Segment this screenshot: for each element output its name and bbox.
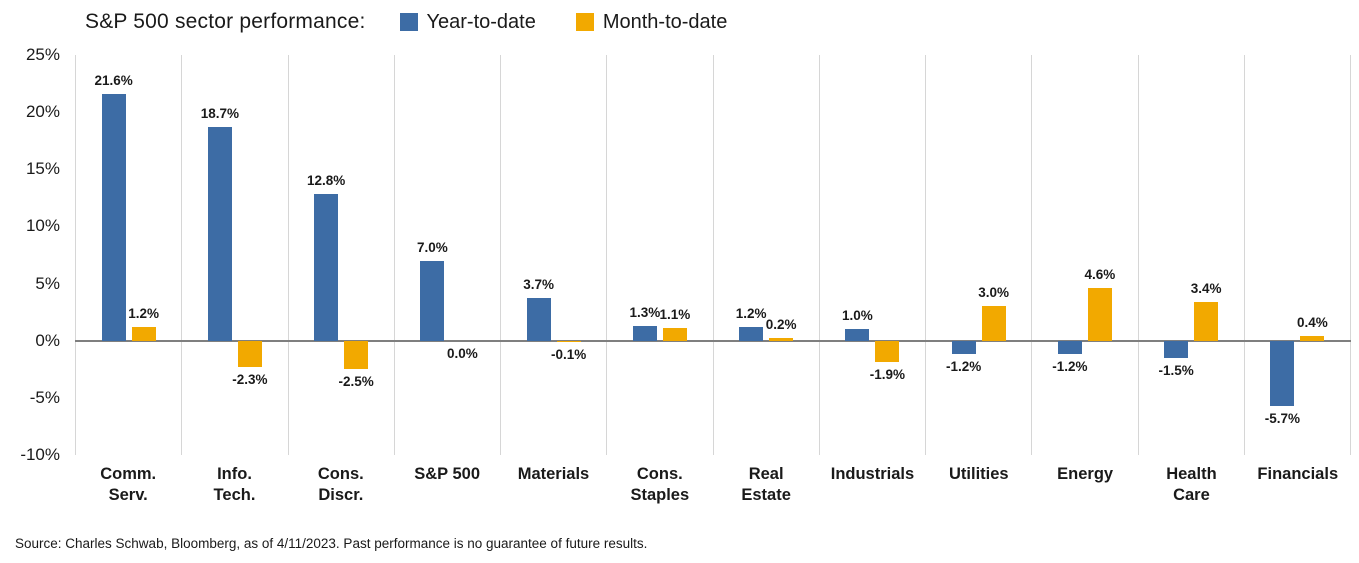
- mtd-bar: [131, 327, 156, 341]
- ytd-bar: [1164, 340, 1189, 358]
- ytd-bar: [526, 298, 551, 341]
- bar-value-label: 3.4%: [1190, 280, 1222, 296]
- y-tick-label: 15%: [25, 159, 60, 179]
- mtd-bar: [344, 340, 369, 370]
- bar-value-label: 0.0%: [446, 345, 478, 361]
- ytd-bar: [207, 127, 232, 341]
- bar-value-label: -1.2%: [1052, 359, 1088, 375]
- legend-swatch-mtd-icon: [575, 13, 594, 31]
- ytd-bar: [1270, 340, 1295, 406]
- ytd-bar: [1057, 340, 1082, 355]
- category-column: -1.5% 3.4%: [1139, 55, 1245, 455]
- mtd-bar: [875, 340, 900, 363]
- category-column: 1.3% 1.1%: [607, 55, 714, 455]
- chart-header: S&P 500 sector performance: Year-to-date…: [85, 10, 727, 34]
- bar-value-label: 18.7%: [200, 106, 240, 121]
- category-label: Industrials: [830, 465, 915, 483]
- mtd-bar: [1300, 336, 1325, 341]
- mtd-bar: [769, 338, 794, 341]
- bar-value-label: -1.9%: [869, 367, 906, 383]
- y-tick-label: 10%: [25, 216, 60, 236]
- mtd-bar: [556, 340, 581, 342]
- legend-label-ytd: Year-to-date: [426, 10, 536, 33]
- bar-value-label: 4.6%: [1084, 267, 1116, 283]
- mtd-bar: [662, 328, 687, 341]
- legend-item-ytd: Year-to-date: [399, 10, 536, 34]
- bar-value-label: 12.8%: [306, 173, 346, 189]
- bar-value-label: -5.7%: [1264, 410, 1301, 426]
- bar-value-label: 0.4%: [1296, 315, 1328, 331]
- legend-label-mtd: Month-to-date: [602, 10, 728, 33]
- ytd-bar: [314, 194, 339, 341]
- bar-value-label: -2.5%: [338, 374, 374, 390]
- ytd-bar: [101, 93, 126, 341]
- bar-value-label: 1.2%: [128, 306, 160, 321]
- category-label: Materials: [517, 465, 590, 483]
- x-axis-category-labels: Comm. Serv. Info. Tech. Cons. Discr. S&P 50…: [75, 464, 1351, 507]
- category-label: Cons. Discr.: [317, 465, 364, 505]
- chart-columns: 21.6% 1.2% 18.7% -2.3% 12.8% -2.5% 7.0% 0.0% 3.7…: [75, 55, 1351, 455]
- y-tick-label: 20%: [25, 102, 60, 122]
- mtd-bar: [237, 340, 262, 367]
- category-column: -1.2% 3.0%: [926, 55, 1033, 455]
- category-column: 7.0% 0.0%: [395, 55, 501, 455]
- bar-value-label: -1.2%: [945, 359, 982, 375]
- category-column: 1.0% -1.9%: [820, 55, 926, 455]
- bar-value-label: 1.2%: [735, 306, 767, 321]
- category-column: 1.2% 0.2%: [714, 55, 820, 455]
- bar-value-label: 1.3%: [629, 304, 661, 320]
- mtd-bar: [1194, 301, 1219, 341]
- category-label: S&P 500: [414, 465, 481, 483]
- y-tick-label: 0%: [35, 330, 60, 350]
- ytd-bar: [420, 260, 445, 341]
- category-column: 3.7% -0.1%: [501, 55, 608, 455]
- chart-title: S&P 500 sector performance:: [85, 10, 366, 33]
- bar-value-label: 7.0%: [416, 239, 448, 255]
- bar-value-label: -1.5%: [1158, 362, 1194, 378]
- bar-value-label: 3.0%: [978, 285, 1010, 301]
- ytd-bar: [739, 327, 764, 341]
- category-label: Info. Tech.: [213, 465, 256, 505]
- bar-value-label: -2.3%: [232, 372, 268, 387]
- bar-value-label: 3.7%: [523, 277, 555, 293]
- ytd-bar: [632, 325, 657, 341]
- legend-item-mtd: Month-to-date: [575, 10, 728, 34]
- category-label: Financials: [1257, 465, 1339, 483]
- y-tick-label: -10%: [20, 445, 60, 464]
- mtd-bar: [1087, 288, 1112, 341]
- legend: Year-to-date Month-to-date: [399, 10, 728, 34]
- category-label: Comm. Serv.: [100, 465, 157, 505]
- category-column: 21.6% 1.2%: [75, 55, 183, 455]
- source-note: Source: Charles Schwab, Bloomberg, as of…: [15, 536, 648, 551]
- bar-value-label: -0.1%: [550, 346, 587, 362]
- y-tick-label: 25%: [25, 45, 60, 64]
- category-label: Real Estate: [741, 465, 791, 505]
- legend-swatch-ytd-icon: [399, 13, 418, 31]
- y-axis-labels: 25% 20% 15% 10% 5% 0% -5% -10%: [0, 46, 66, 464]
- category-label: Energy: [1057, 465, 1114, 483]
- ytd-bar: [845, 329, 870, 341]
- bar-value-label: 21.6%: [94, 72, 133, 88]
- category-column: 12.8% -2.5%: [289, 55, 395, 455]
- category-column: -1.2% 4.6%: [1032, 55, 1139, 455]
- category-label: Utilities: [948, 465, 1009, 483]
- mtd-bar: [981, 306, 1006, 341]
- category-column: -5.7% 0.4%: [1245, 55, 1351, 455]
- ytd-bar: [951, 340, 976, 355]
- zero-axis-line: [75, 339, 1351, 342]
- y-tick-label: -5%: [29, 387, 60, 407]
- bar-chart-plot: 21.6% 1.2% 18.7% -2.3% 12.8% -2.5% 7.0% 0.0% 3.7…: [75, 55, 1351, 455]
- category-label: Health Care: [1166, 465, 1217, 505]
- bar-value-label: 1.0%: [841, 308, 873, 324]
- bar-value-label: 1.1%: [659, 307, 691, 323]
- category-label: Cons. Staples: [630, 465, 690, 505]
- y-tick-label: 5%: [35, 273, 60, 293]
- bar-value-label: 0.2%: [765, 317, 797, 333]
- category-column: 18.7% -2.3%: [182, 55, 289, 455]
